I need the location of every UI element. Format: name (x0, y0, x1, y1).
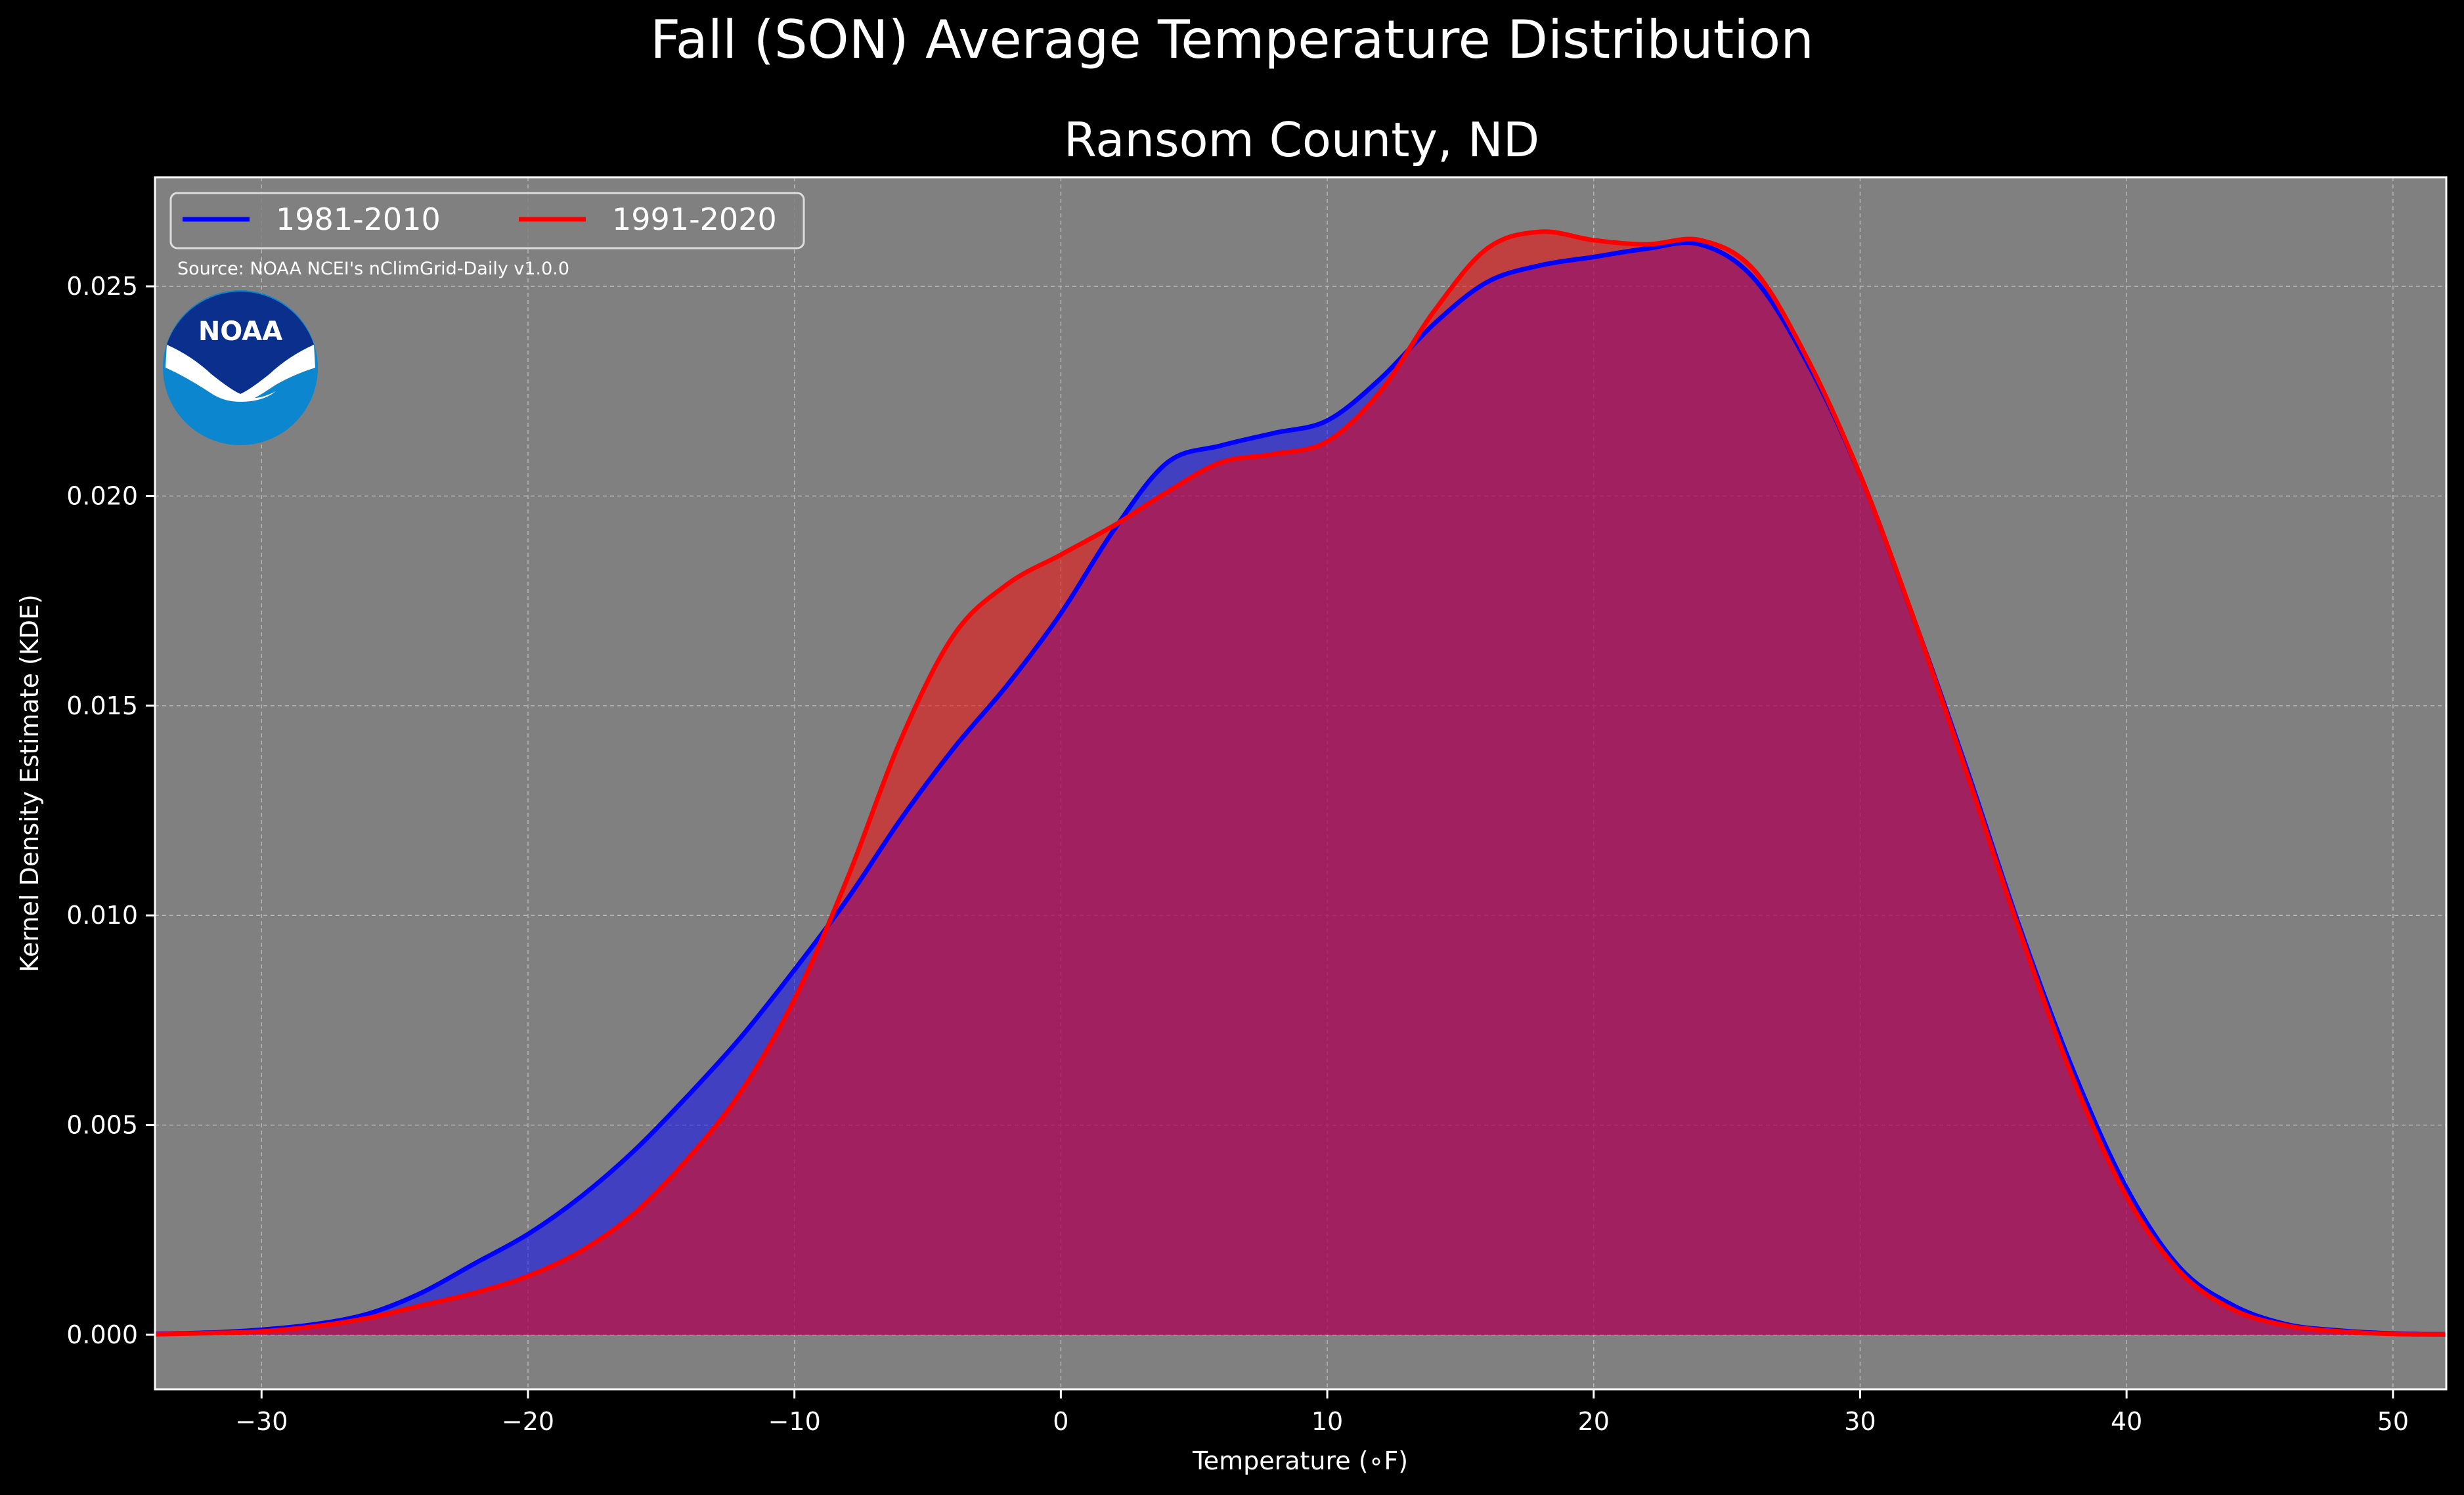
x-tick-label: 20 (1578, 1407, 1610, 1436)
x-axis-label: Temperature (∘F) (1192, 1446, 1408, 1475)
series-line-1981-2010 (154, 240, 2447, 1337)
y-tick-label: 0.025 (66, 272, 138, 301)
series-line-1991-2020 (154, 229, 2447, 1337)
legend: 1981-2010 1991-2020 (169, 192, 805, 249)
x-tick-label: −20 (502, 1407, 554, 1436)
x-tick-label: 40 (2111, 1407, 2142, 1436)
series-fill-1991-2020 (155, 231, 2446, 1335)
legend-box (169, 192, 805, 249)
logo-upper-circle (167, 292, 314, 394)
series-layer (154, 229, 2447, 1337)
chart-title: Ransom County, ND (1064, 112, 1539, 167)
y-tick-label: 0.005 (66, 1111, 138, 1140)
x-tick-label: −30 (235, 1407, 288, 1436)
source-annotation: Source: NOAA NCEI's nClimGrid-Daily v1.0… (177, 259, 569, 279)
x-tick-label: −10 (768, 1407, 821, 1436)
plot-frame (154, 176, 2448, 1391)
x-axis-ticks: −30 −20 −10 0 10 20 30 40 50 (235, 1389, 2409, 1436)
x-tick-label: 10 (1311, 1407, 1343, 1436)
y-tick-label: 0.000 (66, 1320, 138, 1349)
legend-label-1991-2020: 1991-2020 (612, 202, 777, 237)
y-tick-label: 0.020 (66, 481, 138, 510)
x-tick-label: 30 (1844, 1407, 1876, 1436)
y-tick-label: 0.015 (66, 691, 138, 720)
noaa-logo-icon: NOAA (163, 290, 318, 445)
x-tick-label: 50 (2377, 1407, 2409, 1436)
logo-bird (165, 345, 315, 402)
figure-suptitle: Fall (SON) Average Temperature Distribut… (650, 9, 1814, 70)
legend-label-1981-2010: 1981-2010 (276, 202, 441, 237)
y-axis-label: Kernel Density Estimate (KDE) (15, 594, 44, 972)
logo-text: NOAA (198, 316, 282, 347)
x-tick-label: 0 (1053, 1407, 1068, 1436)
y-tick-label: 0.010 (66, 901, 138, 930)
y-axis-ticks: 0.000 0.005 0.010 0.015 0.020 0.025 (66, 272, 155, 1349)
